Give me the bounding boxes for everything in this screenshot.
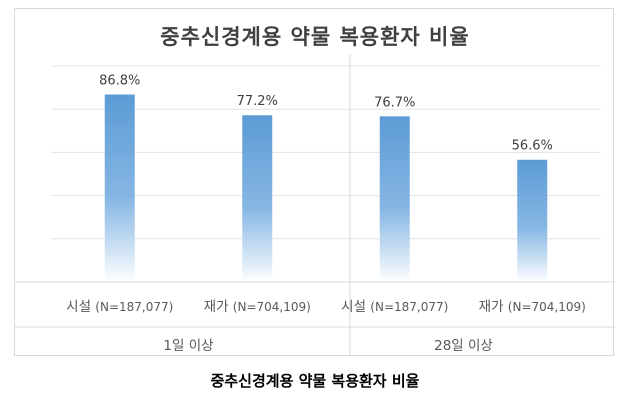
category-label: 재가 (N=704,109): [479, 299, 586, 315]
group-label: 1일 이상: [163, 338, 213, 354]
category-label: 재가 (N=704,109): [204, 299, 311, 315]
gridlines: [51, 65, 601, 240]
bar: [104, 94, 135, 283]
bar: [517, 159, 548, 282]
data-label: 86.8%: [99, 74, 140, 89]
chart-title: 중추신경계용 약물 복용환자 비율: [160, 25, 470, 49]
chart-frame: 중추신경계용 약물 복용환자 비율 86.8% 77.2% 76.7% 56.6% 시…: [14, 8, 615, 356]
category-label: 시설 (N=187,077): [66, 299, 173, 315]
data-label: 77.2%: [237, 94, 278, 109]
group-label: 28일 이상: [434, 338, 493, 354]
data-label: 56.6%: [512, 139, 553, 154]
data-labels: 86.8% 77.2% 76.7% 56.6%: [99, 74, 553, 154]
bars: [104, 94, 548, 283]
chart-plot: 86.8% 77.2% 76.7% 56.6% 시설 (N=187,077) 재가 (N…: [15, 54, 615, 356]
bar: [379, 116, 410, 282]
figure-caption: 중추신경계용 약물 복용환자 비율: [210, 372, 420, 390]
category-label: 시설 (N=187,077): [341, 299, 448, 315]
bar: [242, 115, 273, 282]
data-label: 76.7%: [374, 95, 415, 110]
category-axis: 시설 (N=187,077) 재가 (N=704,109) 시설 (N=187,07…: [15, 54, 615, 356]
